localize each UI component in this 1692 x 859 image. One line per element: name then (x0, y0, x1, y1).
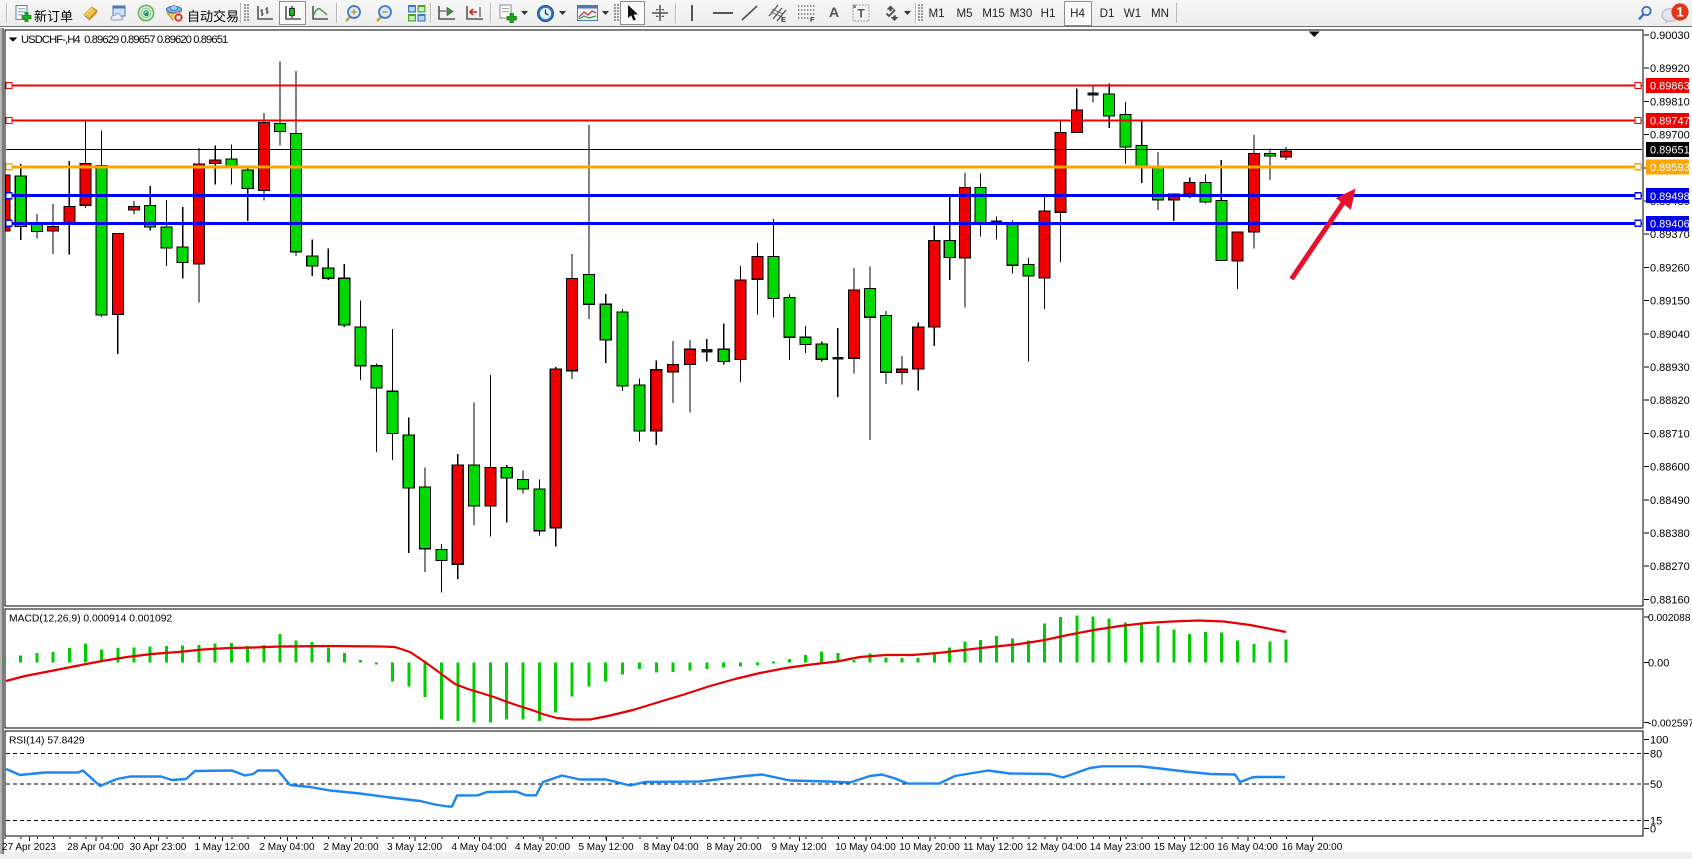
svg-text:12 May 04:00: 12 May 04:00 (1026, 842, 1087, 853)
svg-text:50: 50 (1650, 779, 1662, 791)
svg-text:0.88270: 0.88270 (1650, 561, 1690, 573)
svg-text:8 May 20:00: 8 May 20:00 (706, 842, 761, 853)
svg-text:0.89593: 0.89593 (1650, 162, 1690, 174)
svg-text:USDCHF-,H4 0.89629 0.89657 0.: USDCHF-,H4 0.89629 0.89657 0.89620 0.896… (21, 34, 228, 46)
svg-text:27 Apr 2023: 27 Apr 2023 (2, 842, 56, 853)
svg-text:RSI(14) 57.8429: RSI(14) 57.8429 (9, 736, 85, 747)
svg-text:16 May 04:00: 16 May 04:00 (1217, 842, 1278, 853)
svg-text:2 May 20:00: 2 May 20:00 (323, 842, 378, 853)
svg-text:5 May 12:00: 5 May 12:00 (578, 842, 633, 853)
svg-text:MACD(12,26,9) 0.000914 0.00109: MACD(12,26,9) 0.000914 0.001092 (9, 614, 172, 625)
svg-text:0.002088: 0.002088 (1648, 613, 1691, 624)
svg-text:0.88930: 0.88930 (1650, 362, 1690, 374)
svg-text:0.90030: 0.90030 (1650, 30, 1690, 42)
svg-text:0.00: 0.00 (1648, 658, 1669, 670)
svg-text:28 Apr 04:00: 28 Apr 04:00 (67, 842, 124, 853)
svg-text:1 May 12:00: 1 May 12:00 (194, 842, 249, 853)
svg-text:2 May 04:00: 2 May 04:00 (259, 842, 314, 853)
svg-text:0.88710: 0.88710 (1650, 428, 1690, 440)
svg-text:15 May 12:00: 15 May 12:00 (1154, 842, 1215, 853)
svg-text:0.88820: 0.88820 (1650, 395, 1690, 407)
svg-text:E: E (781, 15, 786, 23)
svg-text:0.88160: 0.88160 (1650, 594, 1690, 606)
svg-text:0.89747: 0.89747 (1650, 116, 1690, 128)
svg-text:F: F (810, 15, 815, 23)
svg-text:10 May 20:00: 10 May 20:00 (899, 842, 960, 853)
svg-text:10 May 04:00: 10 May 04:00 (835, 842, 896, 853)
svg-text:0.88380: 0.88380 (1650, 528, 1690, 540)
svg-text:14 May 23:00: 14 May 23:00 (1090, 842, 1151, 853)
svg-text:11 May 12:00: 11 May 12:00 (963, 842, 1023, 853)
svg-text:100: 100 (1650, 734, 1668, 746)
svg-text:0.89920: 0.89920 (1650, 63, 1690, 75)
svg-text:0.89150: 0.89150 (1650, 296, 1690, 308)
svg-text:T: T (857, 7, 865, 21)
svg-text:0.89651: 0.89651 (1650, 145, 1690, 157)
svg-text:0.89863: 0.89863 (1650, 81, 1690, 93)
svg-text:0.89370: 0.89370 (1650, 229, 1690, 241)
svg-text:0.89040: 0.89040 (1650, 329, 1690, 341)
svg-text:30 Apr 23:00: 30 Apr 23:00 (130, 842, 187, 853)
svg-text:0.88490: 0.88490 (1650, 495, 1690, 507)
svg-text:0.89406: 0.89406 (1650, 219, 1690, 231)
svg-text:0.88600: 0.88600 (1650, 462, 1690, 474)
svg-text:0.89260: 0.89260 (1650, 262, 1690, 274)
svg-text:0: 0 (1650, 824, 1656, 836)
svg-text:4 May 20:00: 4 May 20:00 (515, 842, 570, 853)
svg-text:4 May 04:00: 4 May 04:00 (451, 842, 506, 853)
svg-text:0.89498: 0.89498 (1650, 191, 1690, 203)
svg-text:80: 80 (1650, 749, 1662, 761)
svg-text:1: 1 (1676, 5, 1684, 20)
svg-text:3 May 12:00: 3 May 12:00 (387, 842, 442, 853)
svg-text:16 May 20:00: 16 May 20:00 (1282, 842, 1343, 853)
svg-text:8 May 04:00: 8 May 04:00 (643, 842, 698, 853)
svg-text:9 May 12:00: 9 May 12:00 (771, 842, 826, 853)
svg-text:15: 15 (1650, 816, 1662, 828)
svg-text:0.89810: 0.89810 (1650, 96, 1690, 108)
svg-text:-0.002597: -0.002597 (1648, 719, 1692, 730)
svg-text:0.89700: 0.89700 (1650, 130, 1690, 142)
